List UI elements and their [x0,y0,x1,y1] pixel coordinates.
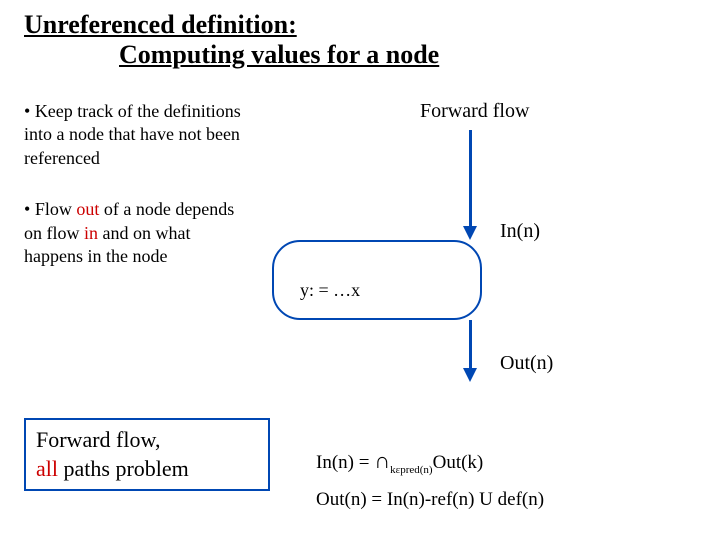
equation-1: In(n) = ∩kεpred(n)Out(k) [316,440,544,482]
intersection-icon: ∩ [374,448,390,473]
eq1-sub: kεpred(n) [390,464,433,476]
eq1-lhs: In(n) = [316,452,374,473]
out-label: Out(n) [500,352,553,375]
summary-line-2: all paths problem [36,455,258,484]
arrow-out-head [463,368,477,382]
equations: In(n) = ∩kεpred(n)Out(k) Out(n) = In(n)-… [316,440,544,518]
equation-2: Out(n) = In(n)-ref(n) U def(n) [316,482,544,518]
summary-line-1: Forward flow, [36,426,258,455]
summary-kw-all: all [36,456,58,481]
arrow-in-head [463,226,477,240]
node-text: y: = …x [300,280,360,301]
eq1-rhs: Out(k) [433,452,484,473]
arrow-in-line [469,130,472,228]
arrow-out-line [469,320,472,370]
summary-line-2-post: paths problem [58,456,189,481]
summary-box: Forward flow, all paths problem [24,418,270,491]
in-label: In(n) [500,220,540,243]
